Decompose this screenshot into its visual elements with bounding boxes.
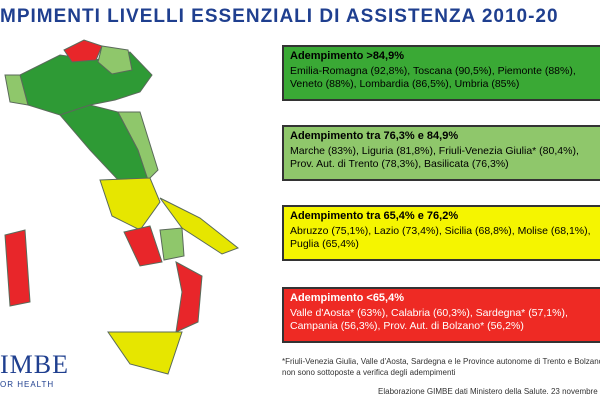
logo-tagline: OR HEALTH	[0, 380, 55, 389]
title: MPIMENTI LIVELLI ESSENZIALI DI ASSISTENZ…	[0, 6, 559, 27]
logo: IMBE OR HEALTH	[0, 350, 69, 389]
footnote-line: *Friuli-Venezia Giulia, Valle d'Aosta, S…	[282, 357, 600, 366]
region	[159, 227, 185, 261]
legend-box: Adempimento tra 65,4% e 76,2% Abruzzo (7…	[282, 205, 600, 261]
box-line: Prov. Aut. di Trento (78,3%), Basilicata…	[290, 158, 509, 170]
legend-box: Adempimento >84,9% Emilia-Romagna (92,8%…	[282, 45, 600, 101]
region	[175, 261, 203, 333]
box-line: Abruzzo (75,1%), Lazio (73,4%), Sicilia …	[290, 225, 591, 237]
box-line: Veneto (88%), Lombardia (86,5%), Umbria …	[290, 78, 520, 90]
footnote: *Friuli-Venezia Giulia, Valle d'Aosta, S…	[282, 356, 600, 378]
map	[4, 39, 240, 375]
box-heading: Adempimento >84,9%	[290, 50, 405, 62]
legend-box: Adempimento <65,4% Valle d'Aosta* (63%),…	[282, 287, 600, 343]
logo-name: IMBE	[0, 350, 69, 379]
region	[159, 197, 240, 255]
footnote-line: non sono sottoposte a verifica degli ade…	[282, 368, 456, 377]
region	[19, 51, 153, 116]
box-line: Marche (83%), Liguria (81,8%), Friuli-Ve…	[290, 145, 579, 157]
source: Elaborazione GIMBE dati Ministero della …	[378, 387, 598, 396]
box-line: Campania (56,3%), Prov. Aut. di Bolzano*…	[290, 320, 524, 332]
box-line: Valle d'Aosta* (63%), Calabria (60,3%), …	[290, 307, 568, 319]
region	[123, 225, 163, 267]
box-heading: Adempimento <65,4%	[290, 292, 405, 304]
region	[4, 229, 31, 307]
region	[99, 177, 161, 231]
box-line: Puglia (65,4%)	[290, 238, 359, 250]
legend-box: Adempimento tra 76,3% e 84,9% Marche (83…	[282, 125, 600, 181]
region	[107, 331, 183, 375]
region	[63, 39, 103, 63]
box-heading: Adempimento tra 65,4% e 76,2%	[290, 210, 459, 222]
box-line: Emilia-Romagna (92,8%), Toscana (90,5%),…	[290, 65, 576, 77]
box-heading: Adempimento tra 76,3% e 84,9%	[290, 130, 459, 142]
region	[97, 45, 133, 75]
region	[4, 74, 29, 106]
region	[117, 111, 159, 181]
